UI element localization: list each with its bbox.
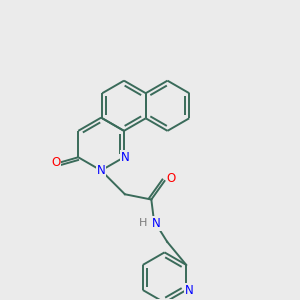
Text: H: H: [139, 218, 147, 228]
Text: N: N: [97, 164, 106, 177]
Text: O: O: [51, 156, 60, 169]
Text: N: N: [152, 217, 161, 230]
Text: N: N: [184, 284, 193, 296]
Text: O: O: [167, 172, 176, 185]
Text: N: N: [121, 151, 130, 164]
